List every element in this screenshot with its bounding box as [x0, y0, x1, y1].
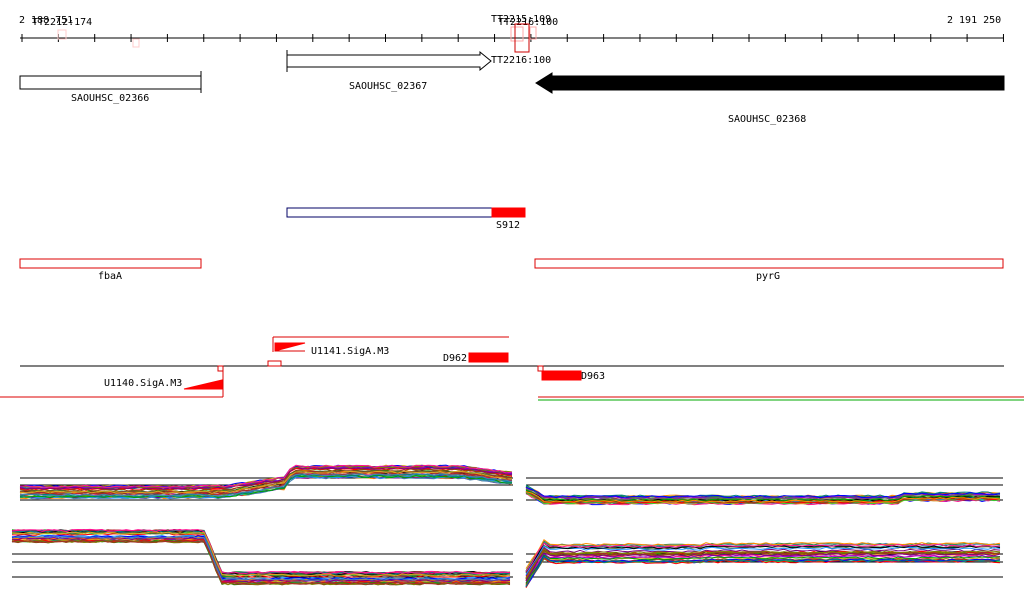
baseline-marker-2[interactable]: [267, 360, 282, 367]
marker-tt2215-box[interactable]: [510, 26, 524, 42]
marker-tt2215-label: TT2215:109: [491, 14, 551, 25]
expression-sample-line: [11, 540, 511, 586]
expression-sample-line: [11, 539, 511, 585]
d963-box[interactable]: [541, 370, 582, 381]
marker-tt2216-box[interactable]: [514, 23, 530, 53]
expression-sample-line: [525, 538, 1001, 569]
expression-sample-line: [19, 474, 513, 499]
gene-saouhsc-02366-label: SAOUHSC_02366: [71, 93, 149, 104]
gene-saouhsc-02367-arrow[interactable]: [286, 50, 492, 72]
expression-sample-line: [19, 466, 513, 490]
s912-track: S912: [286, 207, 526, 231]
expression-track-lower: [11, 528, 1003, 589]
gene-saouhsc-02366-box[interactable]: [19, 75, 202, 90]
expression-sample-line: [11, 536, 511, 583]
marker-tt2216-top-label: TT2216:100: [498, 17, 558, 28]
marker-tt2212-box[interactable]: [57, 29, 67, 40]
gene-saouhsc-02367-label: SAOUHSC_02367: [349, 81, 427, 92]
coordinate-ruler: 2 188 751 2 191 250: [19, 15, 1004, 42]
marker-small-box[interactable]: [132, 38, 140, 48]
end-coordinate-label: 2 191 250: [947, 15, 1001, 26]
expression-sample-line: [525, 491, 1001, 503]
expression-sample-line: [525, 552, 1001, 582]
expression-sample-line: [19, 468, 513, 492]
expression-sample-line: [525, 486, 1001, 499]
expression-sample-line: [525, 542, 1001, 573]
expression-sample-line: [19, 476, 513, 500]
s912-red-box[interactable]: [491, 207, 526, 218]
s912-label: S912: [496, 220, 520, 231]
d962-box[interactable]: [468, 352, 509, 363]
expression-sample-line: [525, 558, 1001, 587]
expression-track-upper: [19, 464, 1003, 506]
fbaa-label: fbaA: [98, 271, 122, 282]
operon-track: fbaA pyrG: [19, 258, 1004, 282]
expression-sample-line: [525, 557, 1001, 589]
gene-saouhsc-02368-label: SAOUHSC_02368: [728, 114, 806, 125]
marker-tt2212-label: TT2212:174: [32, 17, 92, 28]
expression-sample-line: [525, 554, 1001, 584]
fbaa-box[interactable]: [19, 258, 202, 269]
expression-sample-line: [525, 542, 1000, 572]
expression-sample-line: [525, 545, 1001, 575]
ruler-ticks: [21, 34, 1004, 42]
marker-tt2216-small-box[interactable]: [529, 26, 537, 40]
promoter-track: U1141.SigA.M3 D962 U1140.SigA.M3 D963: [0, 336, 1024, 401]
expression-sample-line: [525, 556, 1001, 588]
expression-sample-line: [525, 552, 1000, 584]
d963-label: D963: [581, 371, 605, 382]
s912-open-box[interactable]: [286, 207, 494, 218]
expression-sample-line: [11, 535, 511, 581]
expression-sample-line: [19, 473, 513, 497]
d962-label: D962: [443, 353, 467, 364]
expression-sample-line: [11, 528, 511, 575]
gene-saouhsc-02368-arrow[interactable]: [535, 72, 1005, 94]
marker-tt2216-arrow-label: TT2216:100: [491, 55, 551, 66]
u1141-promoter-wedge[interactable]: [274, 342, 306, 352]
u1141-label: U1141.SigA.M3: [311, 346, 389, 357]
expression-sample-line: [19, 470, 513, 494]
terminator-markers: TT2212:174 TT2215:109 TT2216:100: [32, 14, 558, 53]
baseline-marker-3[interactable]: [537, 365, 544, 372]
u1140-label: U1140.SigA.M3: [104, 378, 182, 389]
u1140-promoter-wedge[interactable]: [183, 379, 223, 390]
baseline-marker-1[interactable]: [217, 365, 224, 372]
expression-sample-line: [11, 531, 511, 577]
pyrg-box[interactable]: [534, 258, 1004, 269]
pyrg-label: pyrG: [756, 271, 780, 282]
gene-track: SAOUHSC_02366 SAOUHSC_02367 TT2216:100 S…: [19, 50, 1005, 125]
expression-sample-line: [19, 464, 513, 488]
start-coordinate-label: 2 188 751: [19, 15, 73, 26]
expression-sample-line: [525, 547, 1001, 579]
